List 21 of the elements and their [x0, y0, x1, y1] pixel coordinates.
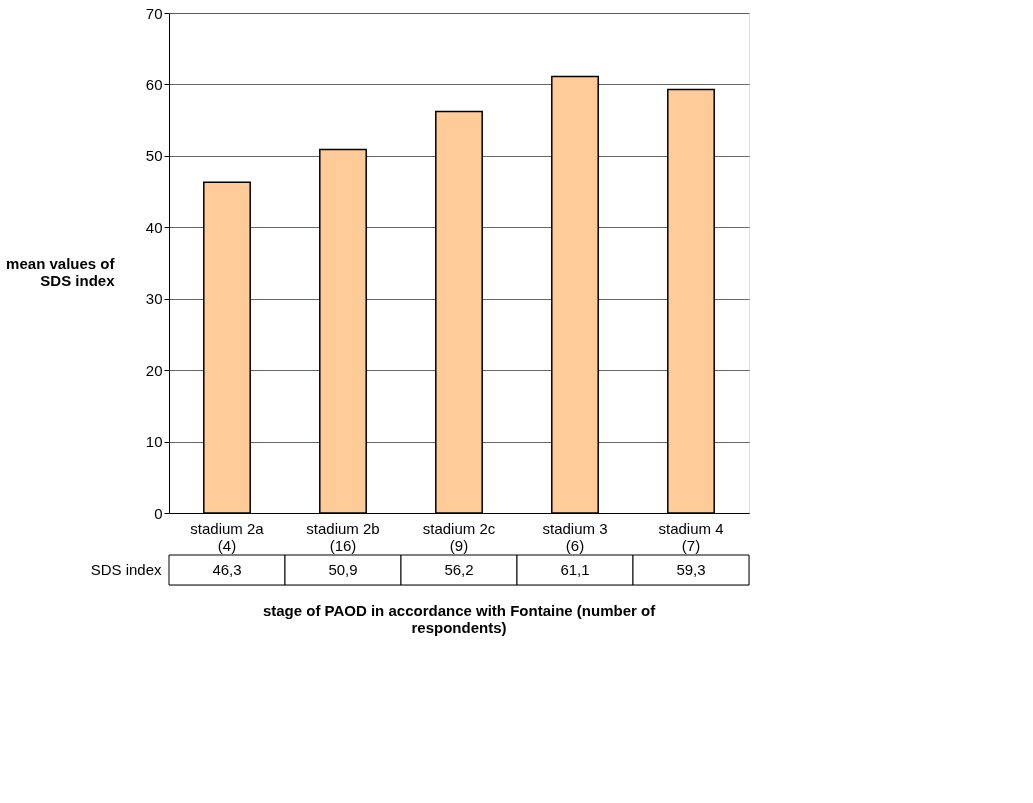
data-label: 56,2 [444, 561, 474, 578]
x-tick-label: stadium 2a (4) [190, 519, 265, 554]
text: SDS index [90, 561, 162, 578]
x-axis-title: stage of PAOD in accordance with Fontaine (number of respondents) [262, 601, 657, 636]
y-tick-label: 50 [145, 147, 163, 165]
x-tick-label: stadium 4 (7) [658, 519, 724, 554]
data-label: 50,9 [328, 561, 358, 578]
y-tick-label: 30 [145, 290, 163, 308]
data-label: 59,3 [676, 561, 706, 578]
y-tick-label: 70 [145, 4, 163, 22]
y-axis-title: mean values of SDS index [6, 254, 116, 289]
x-tick-label: stadium 3 (6) [542, 519, 608, 554]
x-tick-label: stadium 2c (9) [422, 519, 496, 554]
y-tick-label: 0 [154, 504, 163, 522]
data-label: 46,3 [212, 561, 242, 578]
y-tick-label: 10 [145, 433, 163, 451]
y-tick-label: 40 [145, 218, 163, 236]
y-tick-label: 60 [145, 75, 163, 93]
x-tick-label: stadium 2b (16) [306, 519, 380, 554]
y-tick-label: 20 [145, 361, 163, 379]
data-label: 61,1 [560, 561, 590, 578]
